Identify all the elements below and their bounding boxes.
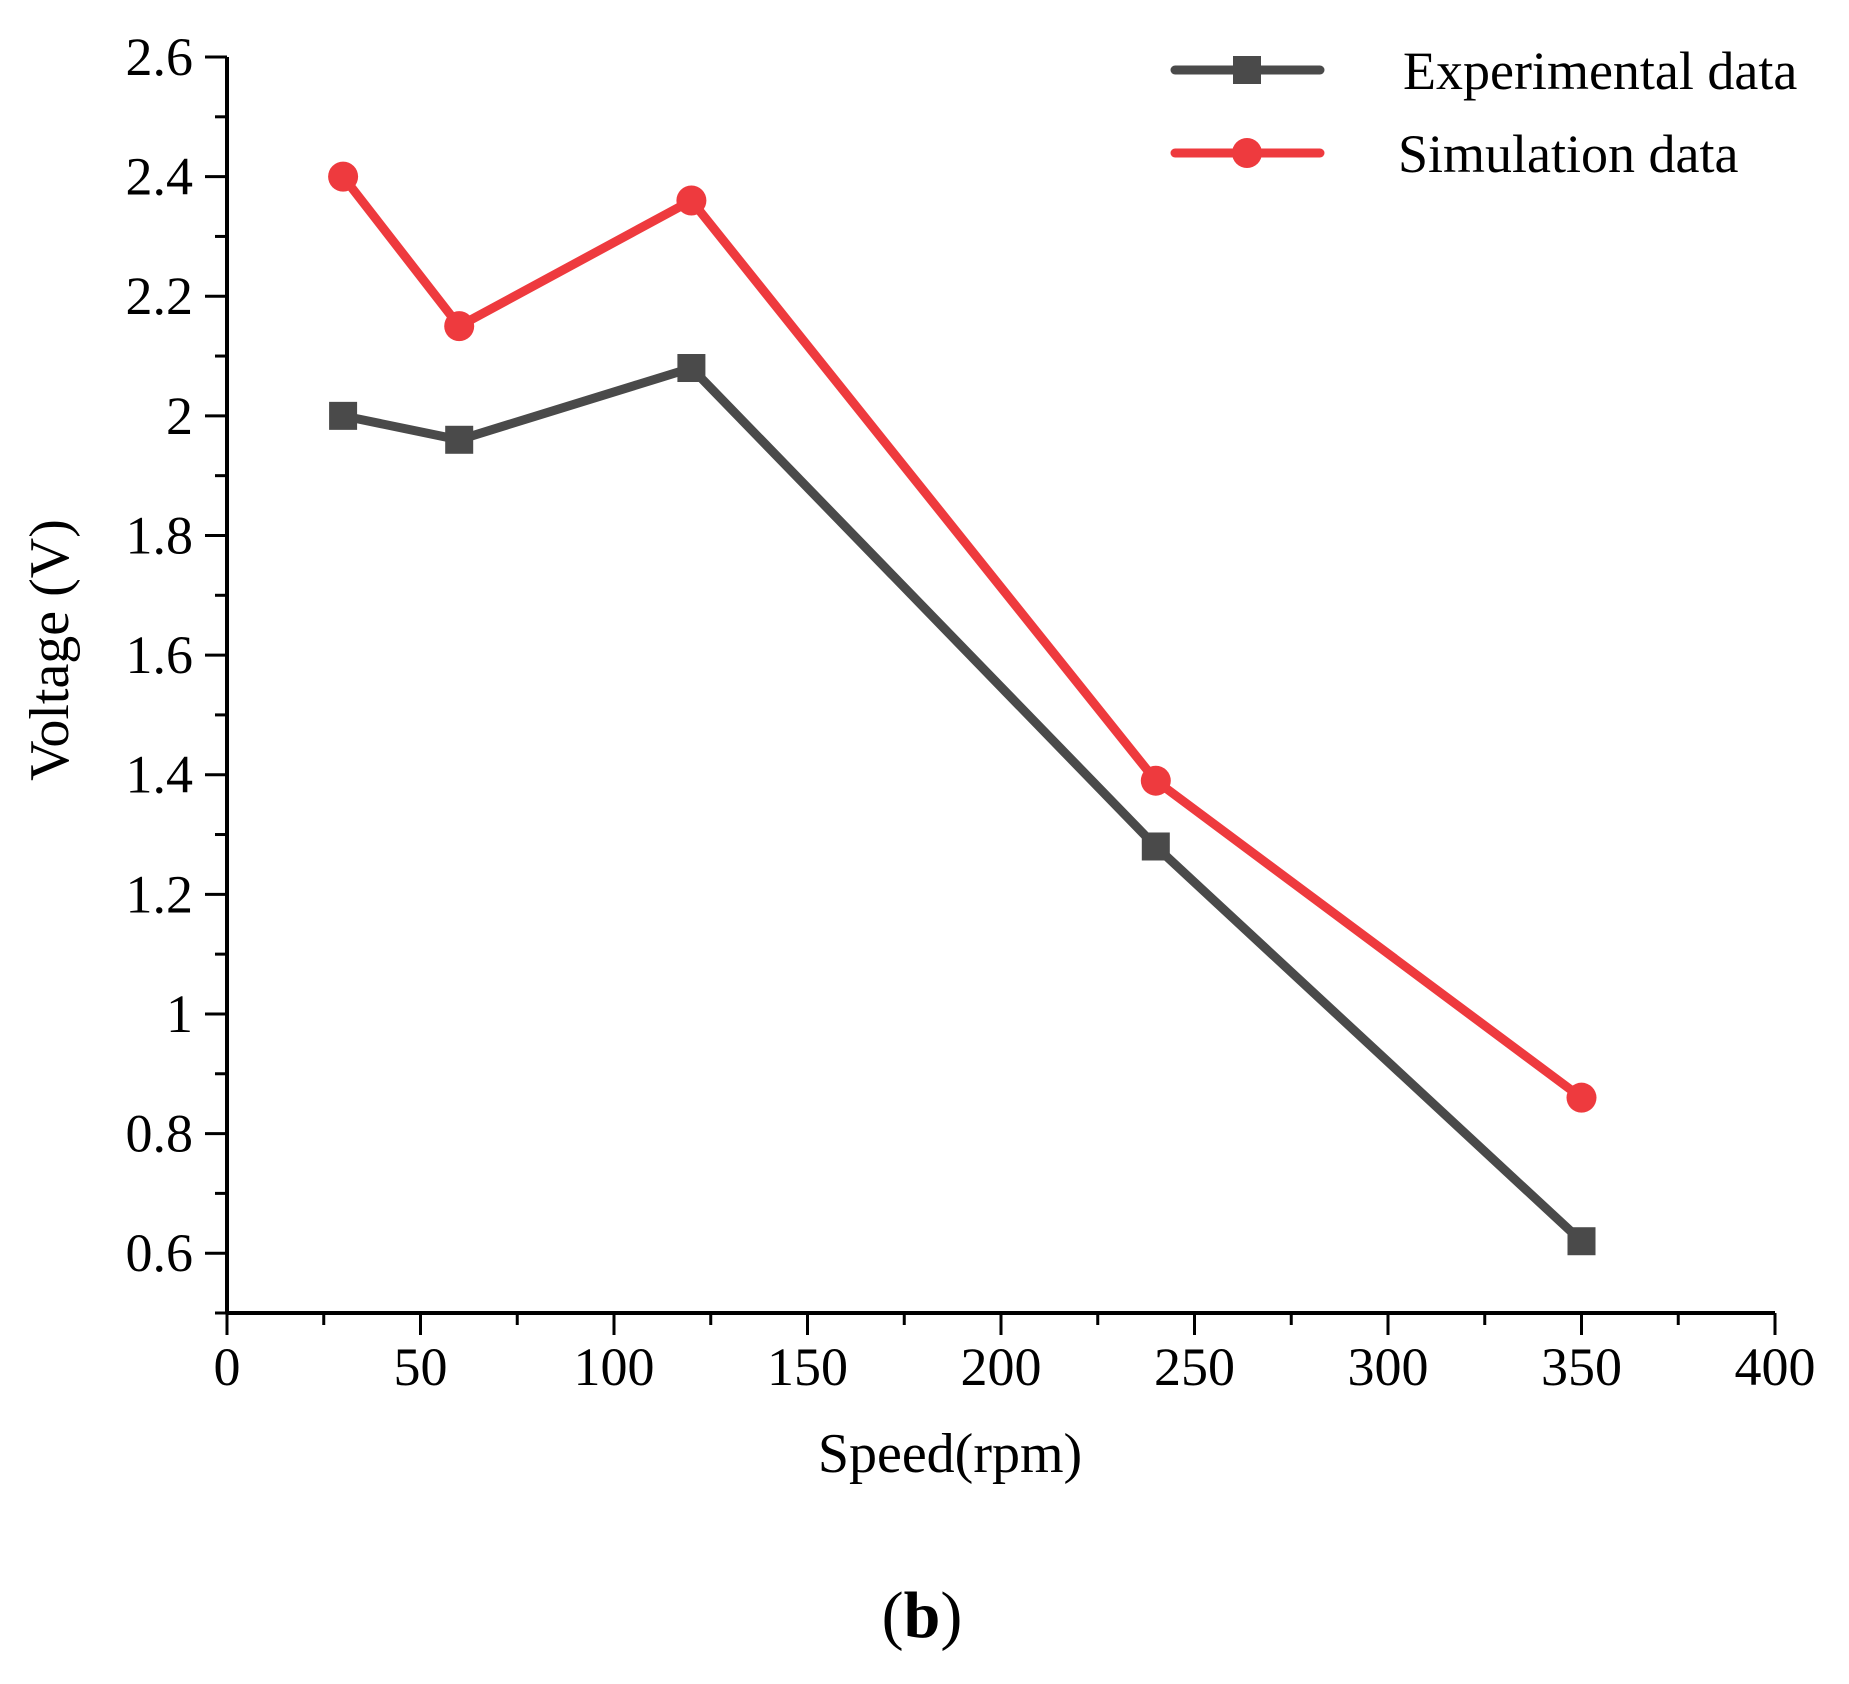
x-tick-label: 100 [574, 1337, 655, 1397]
panel-label: (b) [882, 1579, 963, 1652]
y-tick-label: 1.4 [126, 745, 194, 805]
data-point [676, 185, 707, 216]
panel-label-letter: b [904, 1579, 941, 1652]
legend-marker [1232, 138, 1262, 168]
x-tick-label: 0 [214, 1337, 241, 1397]
series-simulation [328, 161, 1597, 1113]
legend-label: Experimental data [1403, 41, 1797, 101]
y-tick-label: 2.4 [126, 147, 194, 207]
x-tick-label: 50 [394, 1337, 448, 1397]
y-tick-label: 2.6 [126, 27, 194, 87]
x-tick-label: 150 [767, 1337, 848, 1397]
legend-item: Simulation data [1170, 124, 1738, 184]
legend-marker [1233, 56, 1261, 84]
y-tick-label: 0.6 [126, 1223, 194, 1283]
data-point [1141, 832, 1170, 861]
y-axis-title: Voltage (V) [19, 519, 81, 781]
data-point [1140, 765, 1171, 796]
legend: Experimental data Simulation data [1170, 41, 1797, 184]
x-tick-label: 250 [1154, 1337, 1235, 1397]
data-point [329, 401, 358, 430]
data-point [1566, 1082, 1597, 1113]
legend-item: Experimental data [1170, 41, 1797, 101]
x-tick-label: 350 [1541, 1337, 1622, 1397]
axes: 0 50 100 150 200 250 300 350 400 0.6 0.8 1 1.2 1.4 1.6… [126, 27, 1816, 1397]
plot-area [328, 161, 1597, 1256]
series-line [338, 363, 1586, 1246]
data-point [1567, 1227, 1596, 1256]
data-point [677, 354, 706, 383]
y-tick-label: 1.2 [126, 864, 194, 924]
x-tick-label: 200 [961, 1337, 1042, 1397]
series-experimental [329, 354, 1596, 1256]
series-line [338, 172, 1586, 1103]
x-tick-label: 300 [1348, 1337, 1429, 1397]
data-point [328, 161, 359, 192]
y-tick-label: 1.8 [126, 505, 194, 565]
y-tick-label: 2.2 [126, 266, 194, 326]
y-tick-label: 0.8 [126, 1104, 194, 1164]
x-tick-label: 400 [1735, 1337, 1816, 1397]
panel-label-open: ( [882, 1579, 904, 1652]
x-axis-title: Speed(rpm) [818, 1423, 1082, 1485]
panel-label-close: ) [940, 1579, 962, 1652]
y-tick-label: 1 [166, 984, 193, 1044]
y-tick-label: 1.6 [126, 625, 194, 685]
data-point [445, 425, 474, 454]
data-point [444, 311, 475, 342]
y-tick-label: 2 [166, 386, 193, 446]
legend-label: Simulation data [1398, 124, 1738, 184]
